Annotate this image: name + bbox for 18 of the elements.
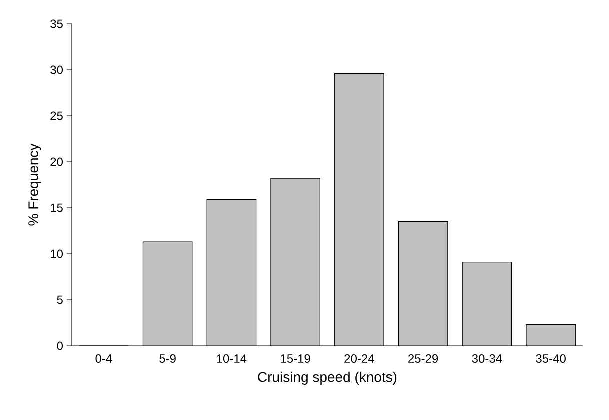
y-tick-label: 35	[50, 20, 63, 28]
y-axis-title: % Frequency	[28, 144, 42, 226]
x-tick-label: 35-40	[536, 354, 566, 364]
y-tick-label: 20	[50, 158, 64, 166]
y-tick-label: 25	[50, 112, 63, 120]
y-tick-label: 15	[51, 204, 63, 212]
x-tick-label: 5-9	[160, 354, 176, 364]
x-tick-label: 25-29	[408, 354, 438, 364]
y-tick-label: 30	[50, 66, 64, 74]
x-tick-label: 30-34	[472, 354, 502, 364]
y-tick-label: 10	[51, 250, 64, 258]
x-axis-title: Cruising speed (knots)	[258, 372, 397, 385]
x-tick-label: 20-24	[344, 354, 374, 364]
x-tick-label: 0-4	[96, 354, 112, 364]
y-tick-label: 5	[57, 296, 63, 304]
y-tick-label: 0	[57, 342, 64, 350]
x-tick-label: 10-14	[217, 354, 247, 364]
x-tick-label: 15-19	[281, 354, 310, 364]
